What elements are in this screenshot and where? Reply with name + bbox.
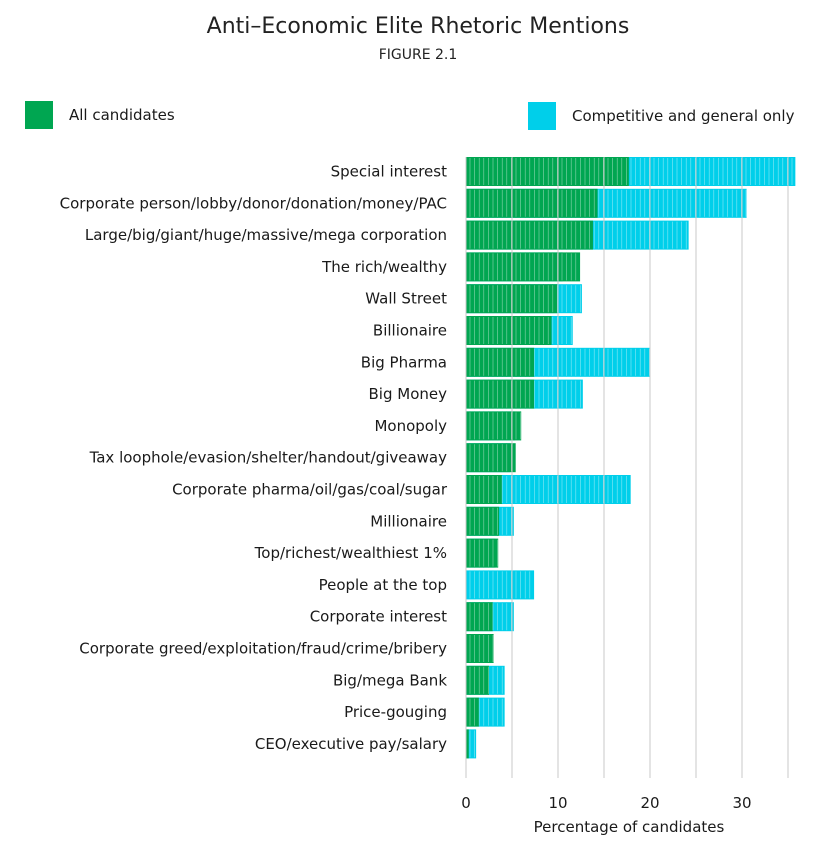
bar-all-candidates-tax-loophole-evasion-shelter-handout-giveaway <box>466 443 516 473</box>
category-label-corporate-greed-exploitation-fraud-crime-bribery: Corporate greed/exploitation/fraud/crime… <box>79 640 447 658</box>
x-tick-label-0: 0 <box>461 794 471 812</box>
bar-all-candidates-price-gouging <box>466 697 479 727</box>
legend-label-all-candidates: All candidates <box>69 106 175 124</box>
chart-title: Anti–Economic Elite Rhetoric Mentions <box>206 14 630 39</box>
x-tick-label-30: 30 <box>732 794 751 812</box>
bar-all-candidates-millionaire <box>466 506 500 536</box>
bar-all-candidates-big-money <box>466 379 535 409</box>
bar-all-candidates-corporate-greed-exploitation-fraud-crime-bribery <box>466 634 494 663</box>
category-label-price-gouging: Price-gouging <box>344 703 447 721</box>
bar-all-candidates-monopoly <box>466 411 522 441</box>
category-label-big-mega-bank: Big/mega Bank <box>333 671 447 689</box>
legend-item-competitive-general: Competitive and general only <box>528 102 794 130</box>
category-label-people-at-the-top: People at the top <box>319 576 447 594</box>
category-label-special-interest: Special interest <box>331 163 447 181</box>
category-label-corporate-pharma-oil-gas-coal-sugar: Corporate pharma/oil/gas/coal/sugar <box>172 481 448 499</box>
bar-all-candidates-large-big-giant-huge-massive-mega-corporation <box>466 220 593 250</box>
bar-competitive-ceo-executive-pay-salary <box>466 729 477 759</box>
bar-all-candidates-corporate-person-lobby-donor-donation-money-pac <box>466 188 598 218</box>
x-tick-label-10: 10 <box>548 794 567 812</box>
category-label-millionaire: Millionaire <box>370 512 447 530</box>
category-label-tax-loophole-evasion-shelter-handout-giveaway: Tax loophole/evasion/shelter/handout/giv… <box>89 449 448 467</box>
legend-item-all-candidates: All candidates <box>25 101 175 129</box>
category-label-big-money: Big Money <box>369 385 448 403</box>
category-label-corporate-person-lobby-donor-donation-money-pac: Corporate person/lobby/donor/donation/mo… <box>60 194 447 212</box>
x-tick-label-20: 20 <box>640 794 659 812</box>
category-label-big-pharma: Big Pharma <box>361 353 447 371</box>
category-label-billionaire: Billionaire <box>373 322 447 340</box>
category-label-ceo-executive-pay-salary: CEO/executive pay/salary <box>255 735 447 753</box>
category-label-monopoly: Monopoly <box>374 417 447 435</box>
bar-all-candidates-big-pharma <box>466 347 535 377</box>
bar-all-candidates-billionaire <box>466 316 552 345</box>
bar-all-candidates-big-mega-bank <box>466 665 489 695</box>
category-label-wall-street: Wall Street <box>365 290 447 308</box>
legend-label-competitive-general: Competitive and general only <box>572 107 795 125</box>
legend-swatch-competitive-general <box>528 102 556 130</box>
category-label-top-richest-wealthiest-1: Top/richest/wealthiest 1% <box>254 544 447 562</box>
figure-label: FIGURE 2.1 <box>378 47 458 63</box>
bar-all-candidates-top-richest-wealthiest-1 <box>466 538 499 568</box>
category-label-large-big-giant-huge-massive-mega-corporation: Large/big/giant/huge/massive/mega corpor… <box>85 226 447 244</box>
bar-all-candidates-the-rich-wealthy <box>466 252 581 282</box>
x-axis-title: Percentage of candidates <box>534 818 725 836</box>
bar-all-candidates-ceo-executive-pay-salary <box>466 729 469 759</box>
legend-swatch-all-candidates <box>25 101 53 129</box>
category-label-the-rich-wealthy: The rich/wealthy <box>321 258 447 276</box>
category-label-corporate-interest: Corporate interest <box>310 608 447 626</box>
bar-competitive-people-at-the-top <box>466 570 535 600</box>
